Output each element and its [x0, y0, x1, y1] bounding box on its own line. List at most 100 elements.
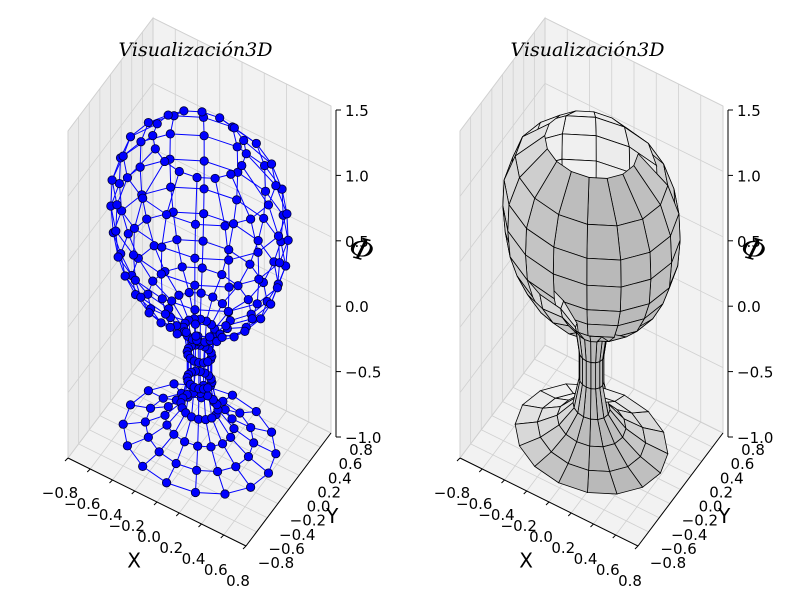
data-point [190, 253, 200, 263]
data-point [217, 332, 227, 342]
data-point [184, 287, 194, 298]
data-point [205, 332, 215, 342]
data-point [203, 383, 213, 393]
x-tick-mark [86, 468, 91, 473]
grid-line-z [459, 344, 724, 459]
x-tick-label: 0.4 [574, 550, 598, 568]
data-point [157, 294, 167, 304]
data-point [263, 468, 274, 478]
data-point [224, 255, 234, 265]
x-tick-label: −0.6 [64, 495, 100, 513]
x-tick-label: 0.0 [137, 528, 161, 546]
data-point [251, 406, 261, 417]
surface-face [595, 361, 601, 390]
data-point [283, 235, 293, 245]
data-point [150, 144, 160, 154]
x-tick-mark [220, 534, 225, 539]
y-tick-label: −0.2 [290, 512, 326, 530]
y-tick-label: 0.4 [328, 469, 352, 487]
data-point [118, 419, 128, 429]
data-point [130, 275, 140, 285]
data-point [172, 235, 182, 245]
data-point [112, 200, 122, 210]
surface-face [561, 115, 597, 137]
x-tick-label: 0.6 [204, 561, 228, 579]
data-point [246, 422, 256, 433]
data-point [148, 276, 158, 286]
x-tick-label: 0.2 [159, 539, 183, 557]
data-point [247, 314, 257, 324]
grid-line-z [459, 17, 724, 132]
chart-title: Visualización3D [511, 39, 665, 61]
x-tick-mark [545, 501, 550, 506]
data-point [135, 162, 145, 172]
grid-line-y [142, 358, 321, 448]
data-point [243, 294, 253, 305]
data-point [249, 438, 259, 448]
data-point [136, 292, 146, 302]
data-point [152, 119, 162, 129]
data-point [114, 178, 125, 189]
data-point [217, 269, 227, 280]
data-point [224, 282, 234, 292]
grid-line-z [67, 17, 332, 132]
data-point [254, 274, 264, 284]
data-point [199, 131, 209, 141]
surface-face [586, 323, 619, 338]
data-point [128, 250, 139, 260]
x-tick-mark [456, 457, 461, 462]
x-tick-label: −0.4 [86, 506, 122, 524]
data-point [125, 400, 136, 410]
data-point [220, 221, 230, 231]
data-point [263, 200, 274, 210]
data-point [145, 403, 156, 413]
data-point [165, 322, 175, 332]
data-point [232, 195, 242, 205]
data-point [136, 137, 146, 147]
data-point [143, 117, 153, 128]
grid-line-y [120, 387, 300, 476]
x-tick-mark [109, 479, 113, 484]
data-point [172, 329, 182, 339]
grid-line-z [67, 344, 332, 459]
data-point [166, 182, 176, 192]
x-tick-mark [590, 523, 594, 528]
z-tick-label: −0.5 [345, 364, 381, 382]
y-tick-label: −0.8 [650, 554, 686, 572]
data-point [196, 288, 206, 298]
data-point [162, 420, 172, 430]
data-point [271, 449, 281, 459]
x-tick-label: 0.0 [529, 528, 553, 546]
surface-face [586, 257, 622, 288]
data-point [253, 247, 263, 257]
data-point [198, 236, 208, 246]
x-tick-label: −0.6 [456, 495, 492, 513]
data-point [246, 214, 256, 224]
grid-line-z [67, 213, 332, 328]
x-tick-mark [64, 457, 69, 462]
grid-line-z [459, 82, 724, 197]
y-tick-label: −0.6 [268, 540, 304, 558]
data-point [129, 223, 140, 233]
data-point [252, 299, 262, 309]
x-tick-mark [501, 479, 505, 484]
data-point [210, 173, 220, 184]
z-tick-label: −1.0 [737, 429, 773, 447]
data-point [240, 326, 250, 336]
data-point [203, 357, 213, 367]
data-point [163, 110, 173, 120]
surface-face [585, 360, 592, 390]
grid-line-y [131, 372, 310, 462]
data-point [227, 390, 238, 400]
data-point [207, 413, 217, 423]
data-point [122, 441, 133, 451]
data-point [190, 219, 201, 229]
data-point [251, 138, 261, 149]
data-point [174, 166, 184, 177]
data-point [157, 242, 167, 252]
data-point [239, 135, 249, 146]
data-point [229, 123, 239, 133]
data-point [246, 482, 256, 492]
y-tick-label: 0.4 [720, 469, 744, 487]
data-point [160, 156, 170, 167]
